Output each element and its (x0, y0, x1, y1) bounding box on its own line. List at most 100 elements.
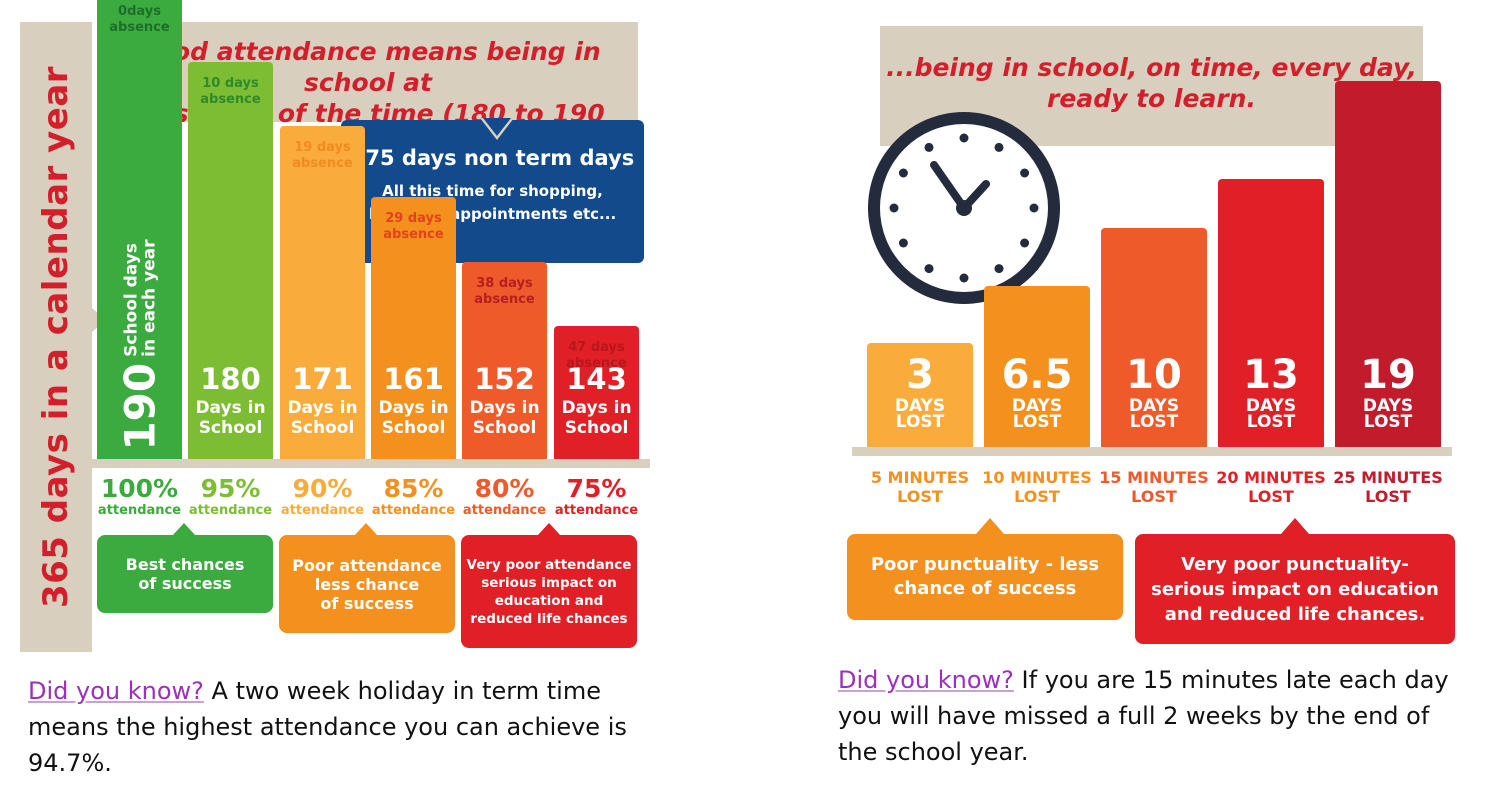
days-in-school-label-line2: School (472, 418, 537, 438)
minutes-lost-line2: LOST (1365, 487, 1411, 506)
absence-label-line1: 38 days (476, 276, 533, 291)
left-did-you-know: Did you know? A two week holiday in term… (28, 673, 668, 781)
days-in-school-value: 152 (474, 362, 535, 396)
absence-label-line1: 19 days (294, 140, 351, 155)
days-in-school-label-line2: School (564, 418, 629, 438)
days-in-school-label-line2: School (198, 418, 263, 438)
days-lost-bar (867, 343, 973, 447)
school-days-text-line2: in each year (139, 239, 159, 357)
left-dyk-line1: A two week holiday in term time (203, 677, 601, 705)
very-poor-punctuality-line3: and reduced life chances. (1164, 603, 1426, 625)
left-title-line1: Good attendance means being in school at (135, 37, 601, 97)
days-lost-unit: DAYS LOST (1218, 396, 1324, 431)
school-days-text: School days in each year (121, 239, 159, 357)
right-dyk-line2: you will have missed a full 2 weeks by t… (838, 702, 1430, 730)
days-lost-value: 3 (906, 352, 934, 398)
non-term-title: 175 days non term days (350, 146, 635, 170)
days-lost-unit-line1: DAYS (1245, 396, 1297, 416)
absence-label: 19 days absence (280, 140, 365, 172)
very-poor-box-line1: Very poor attendance (466, 556, 632, 573)
days-in-school-label-line2: School (381, 418, 446, 438)
days-lost-unit-line1: DAYS (894, 396, 946, 416)
non-term-line1: All this time for shopping, (382, 182, 603, 200)
right-title-line2: ready to learn. (1047, 84, 1256, 113)
attendance-percent: 75% (566, 474, 627, 503)
days-in-school-label: Days in School (462, 398, 547, 438)
left-dyk-line3: 94.7%. (28, 749, 112, 777)
days-lost-unit-line1: DAYS (1128, 396, 1180, 416)
minutes-lost-label: 20 MINUTES LOST (1210, 468, 1332, 506)
days-in-school-label-line1: Days in (378, 398, 449, 418)
very-poor-attendance-box: Very poor attendance serious impact on e… (461, 535, 637, 648)
minutes-lost-line1: 5 MINUTES (870, 468, 970, 487)
poor-punctuality-line2: chance of success (893, 578, 1077, 599)
days-in-school-value: 171 (292, 362, 353, 396)
absence-label-line2: absence (566, 356, 627, 371)
days-lost-bar (984, 286, 1090, 447)
minutes-lost-line1: 10 MINUTES (982, 468, 1092, 487)
right-dyk-line3: the school year. (838, 738, 1029, 766)
very-poor-punctuality-pointer (1281, 518, 1309, 534)
attendance-word: attendance (97, 503, 182, 518)
days-lost-unit: DAYS LOST (984, 396, 1090, 431)
absence-label-line2: absence (383, 227, 444, 242)
attendance-word: attendance (462, 503, 547, 518)
minutes-lost-line2: LOST (1131, 487, 1177, 506)
very-poor-punctuality-line2: serious impact on education (1151, 578, 1439, 600)
absence-label-line2: absence (109, 20, 170, 35)
school-days-text-line1: School days (121, 243, 141, 357)
days-lost-unit: DAYS LOST (1335, 396, 1441, 432)
attendance-percent: 95% (200, 474, 261, 503)
minutes-lost-line2: LOST (1248, 487, 1294, 506)
left-dyk-line2: means the highest attendance you can ach… (28, 713, 627, 741)
days-lost-value: 19 (1360, 352, 1416, 398)
days-lost-value: 13 (1243, 352, 1299, 398)
attendance-word: attendance (280, 503, 365, 518)
attendance-bar (97, 0, 182, 459)
poor-punctuality-box: Poor punctuality - less chance of succes… (847, 534, 1123, 620)
right-baseline (852, 447, 1452, 456)
attendance-percent: 85% (383, 474, 444, 503)
poor-attendance-box: Poor attendance less chance of success (279, 535, 455, 633)
absence-label-line2: absence (200, 92, 261, 107)
absence-label-line1: 10 days (202, 76, 259, 91)
days-lost-bar (1101, 228, 1207, 447)
days-lost-unit-line2: LOST (1363, 412, 1413, 432)
days-in-school-label-line2: School (290, 418, 355, 438)
non-term-notch (483, 118, 511, 136)
attendance-word: attendance (188, 503, 273, 518)
absence-label-line2: absence (474, 292, 535, 307)
days-lost-bar (1335, 81, 1441, 447)
attendance-bar (280, 126, 365, 459)
best-chances-box: Best chances of success (97, 535, 273, 613)
very-poor-box-pointer (537, 523, 561, 536)
minutes-lost-line1: 20 MINUTES (1216, 468, 1326, 487)
days-lost-unit-line1: DAYS (1362, 396, 1414, 416)
days-lost-unit: DAYS LOST (867, 396, 973, 432)
absence-label: 0days absence (97, 4, 182, 36)
best-box-line1: Best chances (125, 555, 245, 574)
days-in-school-label: Days in School (188, 398, 273, 438)
attendance-word: attendance (371, 503, 456, 518)
days-lost-unit-line2: LOST (895, 412, 945, 432)
days-in-school-label-line1: Days in (195, 398, 266, 418)
poor-box-line3: of success (320, 593, 414, 613)
days-in-school-label: Days in School (371, 398, 456, 438)
attendance-bar (462, 262, 547, 459)
poor-box-line1: Poor attendance (292, 555, 442, 575)
calendar-year-side-bar (20, 22, 92, 652)
absence-label-line1: 47 days (568, 340, 625, 355)
poor-box-line2: less chance (314, 574, 420, 594)
attendance-percent: 90% (292, 474, 353, 503)
attendance-percent: 80% (474, 474, 535, 503)
days-lost-unit: DAYS LOST (1101, 396, 1207, 431)
days-lost-bar (1218, 179, 1324, 447)
absence-label: 10 days absence (188, 76, 273, 108)
absence-label: 29 days absence (371, 211, 456, 243)
clock-icon (868, 112, 1060, 304)
right-title: ...being in school, on time, every day, … (880, 52, 1423, 114)
days-lost-value: 6.5 (1001, 352, 1073, 398)
days-lost-unit-line1: DAYS (1011, 396, 1063, 416)
poor-box-pointer (354, 523, 378, 536)
attendance-percent: 100% (100, 474, 179, 503)
